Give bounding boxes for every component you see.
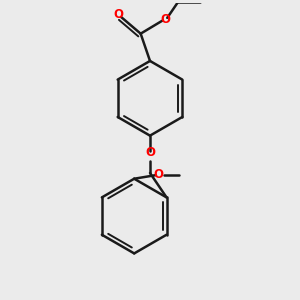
Text: O: O: [145, 146, 155, 159]
Text: O: O: [160, 13, 170, 26]
Text: O: O: [153, 168, 163, 181]
Text: O: O: [113, 8, 123, 21]
